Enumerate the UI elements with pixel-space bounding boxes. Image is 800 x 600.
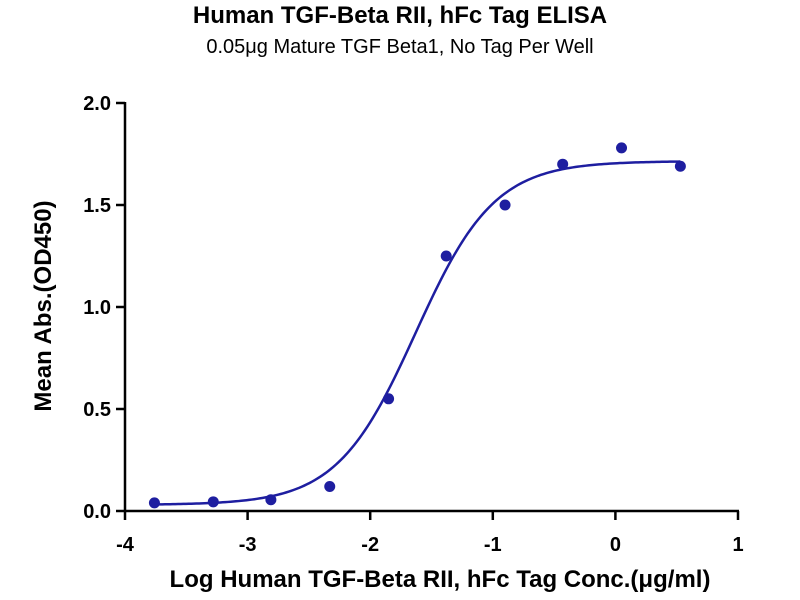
- data-point: [557, 158, 569, 170]
- data-point: [440, 250, 452, 262]
- x-tick-label: -2: [361, 534, 379, 556]
- x-tick-label: -4: [116, 534, 135, 556]
- data-point: [265, 494, 277, 506]
- x-tick-label: -1: [484, 534, 502, 556]
- data-point: [324, 481, 336, 493]
- x-axis-label: Log Human TGF-Beta RII, hFc Tag Conc.(μg…: [169, 566, 711, 593]
- y-tick-label: 1.0: [83, 297, 111, 319]
- x-tick-label: 1: [732, 534, 743, 556]
- data-point: [207, 496, 219, 508]
- x-tick-label: 0: [610, 534, 621, 556]
- data-point: [616, 142, 628, 154]
- y-tick-label: 1.5: [83, 195, 111, 217]
- data-point: [674, 160, 686, 172]
- y-tick-label: 2.0: [83, 93, 111, 115]
- fit-curve: [154, 160, 681, 506]
- y-tick-label: 0.0: [83, 501, 111, 523]
- data-point: [499, 199, 511, 211]
- data-point: [148, 497, 160, 509]
- chart-title: Human TGF-Beta RII, hFc Tag ELISA: [192, 2, 608, 29]
- chart-subtitle: 0.05μg Mature TGF Beta1, No Tag Per Well: [206, 36, 594, 58]
- y-tick-label: 0.5: [83, 399, 111, 421]
- data-point: [383, 393, 395, 405]
- x-tick-label: -3: [239, 534, 257, 556]
